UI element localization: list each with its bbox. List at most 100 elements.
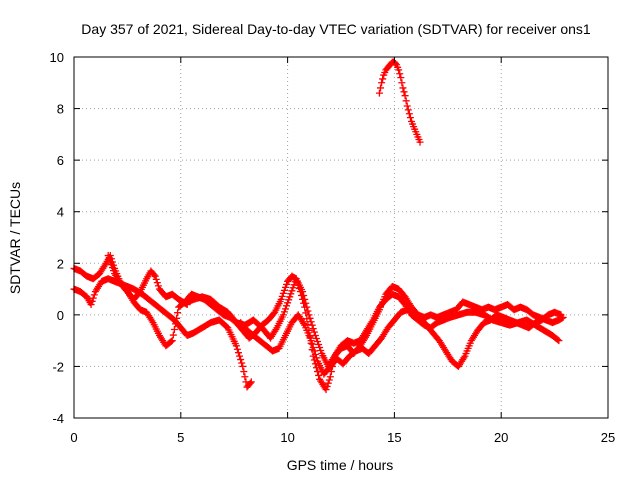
data-point xyxy=(305,311,313,319)
data-point xyxy=(402,97,410,105)
data-point xyxy=(378,79,386,87)
data-point xyxy=(300,292,308,300)
data-point xyxy=(375,89,383,97)
data-point xyxy=(106,258,114,266)
x-tick-label: 15 xyxy=(387,430,401,445)
x-axis-label: GPS time / hours xyxy=(287,457,394,473)
data-point xyxy=(303,303,311,311)
data-point xyxy=(287,290,295,298)
grid-lines xyxy=(74,57,608,418)
data-point xyxy=(278,292,286,300)
data-point xyxy=(314,338,322,346)
data-point xyxy=(285,296,293,304)
y-tick-label: -4 xyxy=(52,411,64,426)
series-track-6 xyxy=(375,58,424,146)
data-point xyxy=(241,373,249,381)
data-point xyxy=(396,70,404,78)
axis-ticks xyxy=(73,56,609,419)
data-point xyxy=(312,334,320,342)
data-point xyxy=(280,308,288,316)
data-point xyxy=(281,283,289,291)
data-point xyxy=(404,106,412,114)
data-point xyxy=(406,114,414,122)
tick-labels: 0 5 10 15 20 25 -4 -2 0 2 4 6 8 10 xyxy=(50,50,616,445)
x-tick-label: 10 xyxy=(280,430,294,445)
data-point xyxy=(316,344,324,352)
y-tick-label: 10 xyxy=(50,50,64,65)
data-point xyxy=(150,271,158,279)
series-track-4 xyxy=(183,275,563,370)
data-point xyxy=(311,331,319,339)
data-point xyxy=(236,352,244,360)
data-point xyxy=(308,321,316,329)
data-point xyxy=(323,382,331,390)
data-point xyxy=(153,279,161,287)
y-tick-label: -2 xyxy=(52,359,64,374)
data-point xyxy=(104,252,112,260)
data-marks xyxy=(70,58,567,394)
data-point xyxy=(152,275,160,283)
data-point xyxy=(405,110,413,118)
data-point xyxy=(307,318,315,326)
data-point xyxy=(169,331,177,339)
data-point xyxy=(324,379,332,387)
data-point xyxy=(299,288,307,296)
y-tick-label: 0 xyxy=(57,308,64,323)
data-point xyxy=(154,282,162,290)
data-point xyxy=(283,302,291,310)
data-point xyxy=(309,344,317,352)
data-point xyxy=(379,75,387,83)
data-point xyxy=(391,59,399,67)
y-tick-label: 2 xyxy=(57,256,64,271)
data-point xyxy=(309,325,317,333)
data-point xyxy=(399,84,407,92)
data-point xyxy=(284,299,292,307)
data-point xyxy=(277,295,285,303)
data-point xyxy=(171,320,179,328)
data-point xyxy=(239,362,247,370)
data-point xyxy=(89,294,97,302)
data-point xyxy=(105,255,113,263)
data-point xyxy=(247,378,255,386)
data-point xyxy=(110,267,118,275)
data-point xyxy=(232,342,240,350)
data-point xyxy=(555,337,563,345)
data-point xyxy=(283,280,291,288)
data-point xyxy=(108,264,116,272)
data-point xyxy=(107,261,115,269)
data-point xyxy=(233,345,241,353)
data-point xyxy=(237,356,245,364)
data-point xyxy=(281,305,289,313)
data-point xyxy=(234,349,242,357)
y-tick-label: 8 xyxy=(57,102,64,117)
data-point xyxy=(377,84,385,92)
data-point xyxy=(325,376,333,384)
y-axis-label: SDTVAR / TECUs xyxy=(7,182,23,294)
data-point xyxy=(554,336,562,344)
data-point xyxy=(326,373,334,381)
data-point xyxy=(306,314,314,322)
data-point xyxy=(238,359,246,367)
data-point xyxy=(302,299,310,307)
data-point xyxy=(317,347,325,355)
data-point xyxy=(88,297,96,305)
data-point xyxy=(310,328,318,336)
data-point xyxy=(304,307,312,315)
data-point xyxy=(279,289,287,297)
y-tick-label: 6 xyxy=(57,153,64,168)
data-point xyxy=(322,386,330,394)
series-track-5 xyxy=(237,306,565,378)
data-point xyxy=(170,325,178,333)
data-point xyxy=(280,286,288,294)
x-tick-label: 20 xyxy=(494,430,508,445)
data-point xyxy=(246,379,254,387)
data-point xyxy=(557,311,565,319)
x-tick-label: 25 xyxy=(601,430,615,445)
data-point xyxy=(279,311,287,319)
data-point xyxy=(168,337,176,345)
data-point xyxy=(401,92,409,100)
chart-title: Day 357 of 2021, Sidereal Day-to-day VTE… xyxy=(81,21,591,37)
data-point xyxy=(310,347,318,355)
